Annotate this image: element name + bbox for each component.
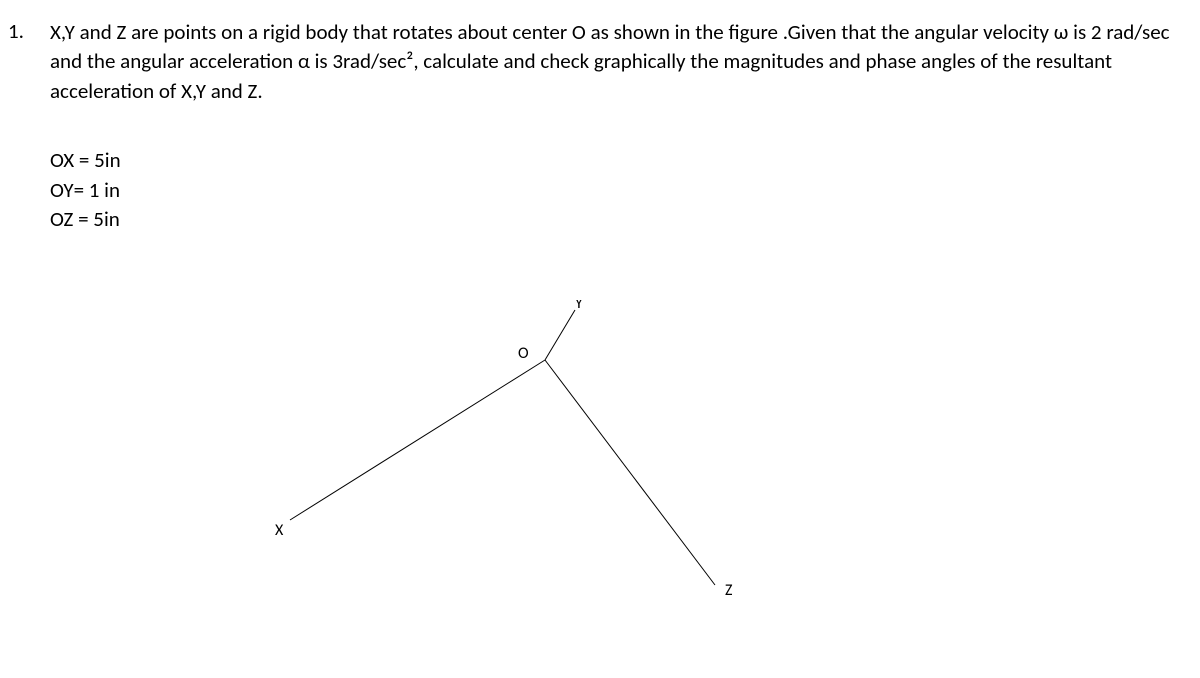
given-data: OX = 5in OY= 1 in OZ = 5in — [0, 146, 1200, 234]
label-o: O — [518, 344, 529, 363]
given-oy: OY= 1 in — [50, 176, 1200, 205]
diagram-container: O X Y Z — [260, 300, 810, 660]
label-y: Y — [575, 300, 583, 313]
given-oz: OZ = 5in — [50, 205, 1200, 234]
line-oy — [545, 310, 575, 360]
line-ox — [290, 360, 545, 520]
problem-text: X,Y and Z are points on a rigid body tha… — [0, 18, 1200, 106]
line-oz — [545, 360, 715, 585]
problem-number: 1. — [8, 18, 24, 44]
label-x: X — [275, 521, 284, 540]
rigid-body-diagram: O X Y Z — [260, 300, 810, 660]
given-ox: OX = 5in — [50, 146, 1200, 175]
label-z: Z — [725, 581, 733, 600]
problem-container: 1. X,Y and Z are points on a rigid body … — [0, 0, 1200, 234]
